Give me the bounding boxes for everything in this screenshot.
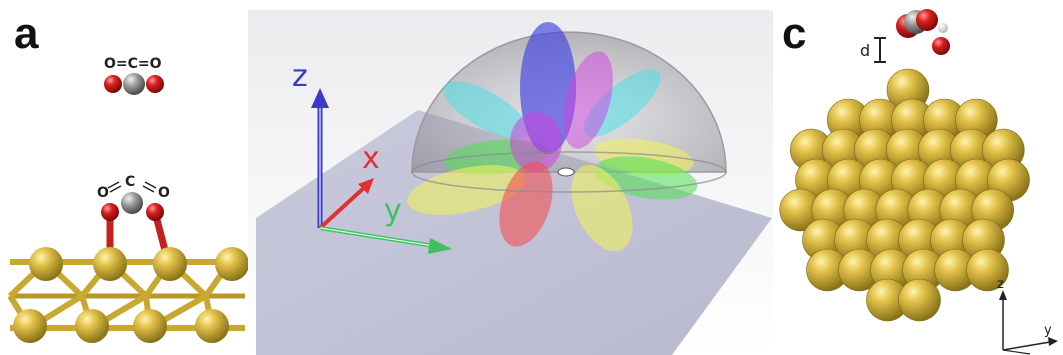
- panel-b: z x y: [248, 10, 773, 355]
- hemisphere-rim: [411, 151, 727, 193]
- hydrogen-atom: [938, 23, 948, 33]
- x-axis: [318, 184, 368, 230]
- orbital-lobes: [407, 22, 698, 252]
- x-axis-arrowhead: [358, 178, 374, 194]
- oxygen-atom: [932, 37, 950, 55]
- red-lobe: [499, 161, 553, 247]
- cyan-lobe: [443, 81, 529, 139]
- central-molecule: [557, 167, 575, 177]
- gold-atom: [195, 309, 229, 343]
- y-axis-label-c: y: [1044, 323, 1052, 338]
- gold-atom: [966, 248, 1009, 292]
- y-axis-c: [1002, 341, 1051, 351]
- gold-atom: [898, 278, 941, 322]
- bound-oxygen-left-label: O: [97, 185, 109, 201]
- z-axis-label: z: [292, 59, 308, 94]
- gold-nanoparticle: [779, 68, 1030, 322]
- distance-marker: d: [860, 37, 886, 63]
- panel-a: O=C=O C O O: [7, 56, 249, 343]
- gold-atom: [153, 247, 187, 281]
- yellow-lobe: [407, 165, 525, 215]
- bound-oxygen-right-label: O: [158, 185, 170, 201]
- x-axis-label: x: [362, 141, 380, 176]
- oxygen-atom: [146, 203, 164, 221]
- oxygen-atom: [104, 75, 122, 93]
- oxygen-atom: [916, 9, 938, 31]
- adsorbate-molecule: [896, 9, 950, 55]
- gold-atom: [93, 247, 127, 281]
- gold-atom: [133, 309, 167, 343]
- bound-co2-molecule: C O O: [97, 174, 171, 259]
- magenta-lobe: [563, 51, 613, 149]
- magenta-lobe: [510, 112, 562, 172]
- free-co2-formula: O=C=O: [104, 56, 162, 72]
- z-axis-arrowhead: [311, 88, 329, 108]
- bound-carbon-label: C: [125, 174, 135, 190]
- oxygen-atom: [101, 203, 119, 221]
- carbon-atom: [121, 192, 143, 214]
- panel-c: d z y: [779, 9, 1058, 355]
- panel-label-a: a: [14, 9, 39, 58]
- gold-atom: [215, 247, 249, 281]
- gold-atom: [29, 247, 63, 281]
- coordinate-axes-c: z y: [997, 277, 1058, 355]
- free-co2-molecule: O=C=O: [104, 56, 164, 95]
- carbon-atom: [123, 73, 145, 95]
- distance-label: d: [860, 41, 870, 60]
- panel-label-c: c: [782, 9, 807, 58]
- y-axis-label: y: [384, 193, 402, 228]
- yellow-lobe: [571, 164, 633, 252]
- z-axis-label-c: z: [997, 277, 1004, 292]
- gold-atom: [75, 309, 109, 343]
- gold-atom: [13, 309, 47, 343]
- coordinate-axes-b: z x y: [292, 59, 452, 254]
- oxygen-atom: [146, 75, 164, 93]
- gold-atoms-a: [13, 247, 249, 343]
- y-axis-arrowhead: [428, 238, 452, 254]
